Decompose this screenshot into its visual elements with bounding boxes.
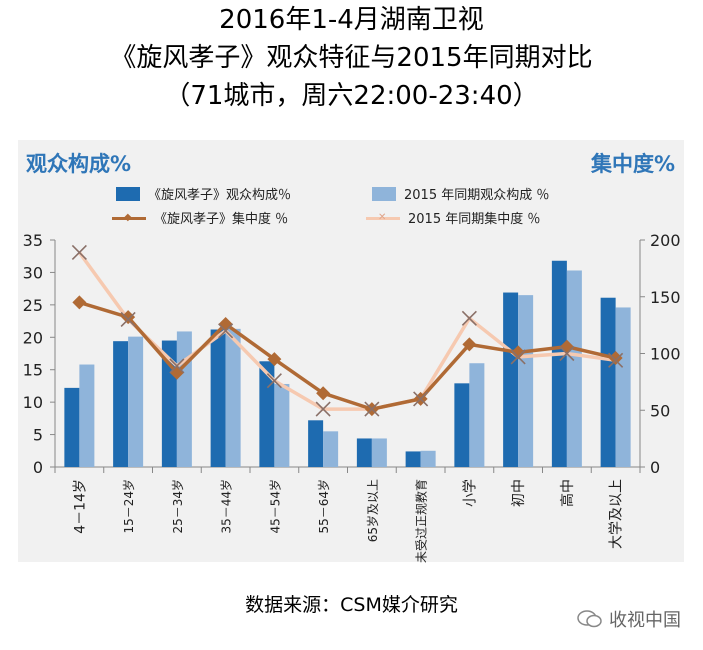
right-tick-label: 0: [650, 458, 660, 477]
category-label: 高中: [559, 479, 576, 507]
bar-2015: [274, 383, 290, 467]
bar-2016: [210, 329, 226, 467]
bar-2016: [113, 341, 129, 467]
bar-2015: [128, 336, 144, 467]
category-label: 初中: [510, 479, 527, 507]
right-axis-title: 集中度%: [590, 152, 675, 176]
category-label: 未受过正规教育: [414, 479, 429, 563]
bar-2015: [566, 270, 582, 467]
left-tick-label: 30: [23, 263, 43, 282]
category-label: 45－54岁: [267, 479, 282, 534]
category-label: 55－64岁: [316, 479, 331, 534]
bar-2015: [176, 331, 192, 467]
marker-2016: [72, 295, 87, 310]
category-label: 65岁及以上: [365, 479, 380, 542]
marker-2015: [71, 244, 87, 261]
bar-2015: [323, 431, 339, 467]
legend-item-line-2016: ◆ 《旋风孝子》集中度 ％: [112, 208, 288, 227]
bar-2015: [518, 295, 534, 467]
chart-title-line-1: 2016年1-4月湖南卫视: [219, 5, 484, 35]
bar-2016: [308, 420, 324, 467]
chart-title-line-3: （71城市，周六22:00-23:40）: [164, 81, 539, 111]
marker-2016: [267, 352, 282, 367]
bar-2016: [405, 451, 421, 467]
legend-label-line-2015: 2015 年同期集中度 ％: [408, 212, 541, 227]
left-tick-label: 15: [23, 361, 43, 380]
left-tick-label: 20: [23, 328, 43, 347]
left-tick-label: 35: [23, 231, 43, 250]
right-tick-label: 50: [650, 401, 670, 420]
category-label: 15－24岁: [121, 479, 136, 534]
bar-2015: [469, 363, 485, 467]
marker-2015: [169, 358, 185, 374]
data-source-note: 数据来源：CSM媒介研究: [245, 594, 458, 616]
marker-2015: [266, 373, 282, 389]
marker-2016: [316, 386, 331, 401]
legend-item-line-2015: ✕ 2015 年同期集中度 ％: [366, 208, 540, 227]
watermark-text: 收视中国: [609, 610, 681, 631]
bar-2016: [64, 387, 80, 467]
category-label: 大学及以上: [609, 479, 625, 549]
marker-2016: [462, 337, 477, 352]
marker-2016: [511, 345, 526, 360]
bar-2016: [259, 361, 275, 467]
right-tick-label: 200: [650, 231, 681, 250]
legend-label-bar-2015: 2015 年同期观众构成 ％: [404, 188, 550, 203]
left-tick-label: 5: [33, 426, 43, 445]
marker-2015: [120, 311, 136, 328]
bar-2015: [371, 438, 387, 467]
chart-title-line-2: 《旋风孝子》观众特征与2015年同期对比: [110, 43, 593, 73]
marker-2015: [510, 349, 526, 365]
category-label: 小学: [462, 479, 478, 507]
line-2015: [77, 251, 616, 411]
legend-swatch-line-2016: ◆: [112, 211, 146, 225]
right-tick-label: 150: [650, 288, 681, 307]
marker-2015: [461, 310, 477, 326]
category-label: 35－44岁: [219, 479, 234, 534]
left-tick-label: 10: [23, 393, 43, 412]
category-label: 25－34岁: [170, 479, 185, 534]
marker-2015: [315, 401, 331, 417]
legend-swatch-line-2015: ✕: [366, 211, 400, 225]
watermark: 收视中国: [577, 606, 681, 632]
bar-2015: [79, 364, 95, 467]
bar-2015: [225, 328, 241, 467]
marker-2015: [608, 352, 624, 368]
legend-swatch-bar-2015: [372, 186, 396, 201]
marker-2015: [218, 323, 234, 339]
bar-2015: [615, 307, 631, 467]
bar-2016: [551, 260, 567, 467]
left-tick-label: 25: [23, 296, 43, 315]
marker-2015: [364, 401, 380, 417]
marker-2016: [608, 351, 623, 366]
left-axis-title: 观众构成%: [26, 152, 132, 176]
wechat-icon: [577, 610, 602, 628]
marker-2015: [413, 391, 429, 407]
marker-2016: [121, 310, 136, 325]
bar-2016: [503, 292, 519, 467]
bar-2016: [600, 297, 616, 467]
line-2016: [78, 300, 617, 411]
right-tick-label: 100: [650, 345, 681, 364]
bar-2015: [420, 450, 436, 467]
marker-2015: [559, 345, 575, 362]
bar-2016: [454, 383, 470, 467]
legend-swatch-bar-2016: [116, 186, 140, 201]
category-label: 4－14岁: [72, 479, 88, 534]
legend-item-bar-2016: 《旋风孝子》观众构成％: [116, 184, 291, 203]
legend-label-line-2016: 《旋风孝子》集中度 ％: [154, 212, 289, 227]
legend-label-bar-2016: 《旋风孝子》观众构成％: [148, 188, 292, 203]
bar-2016: [356, 438, 372, 467]
legend-item-bar-2015: 2015 年同期观众构成 ％: [372, 184, 549, 203]
left-tick-label: 0: [33, 458, 43, 477]
